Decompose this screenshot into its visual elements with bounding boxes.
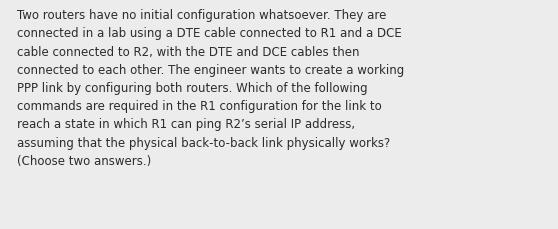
Text: Two routers have no initial configuration whatsoever. They are
connected in a la: Two routers have no initial configuratio… bbox=[17, 9, 404, 167]
